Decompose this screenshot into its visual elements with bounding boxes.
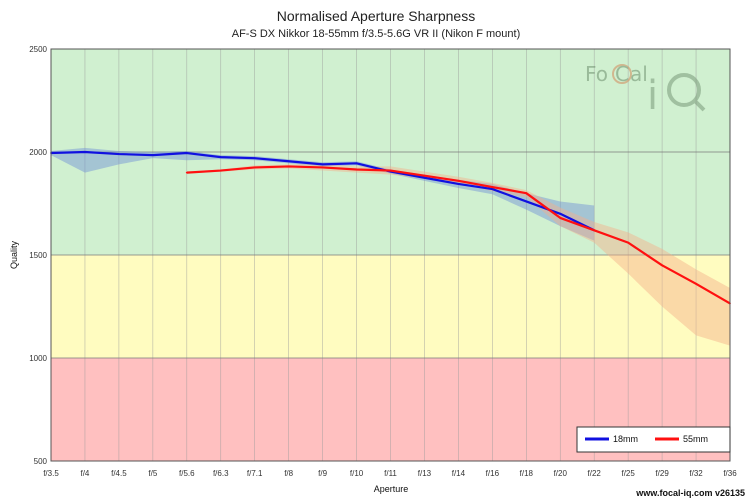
x-tick-label: f/3.5 bbox=[43, 469, 59, 478]
y-tick-label: 1500 bbox=[29, 251, 47, 260]
x-tick-label: f/5 bbox=[148, 469, 157, 478]
x-tick-label: f/9 bbox=[318, 469, 327, 478]
data-point-55mm-f/8 bbox=[287, 165, 290, 168]
data-point-18mm-f/6.3 bbox=[219, 156, 222, 159]
data-point-18mm-f/9 bbox=[321, 163, 324, 166]
data-point-18mm-f/13 bbox=[423, 176, 426, 179]
y-tick-label: 2500 bbox=[29, 45, 47, 54]
data-point-55mm-f/29 bbox=[661, 264, 663, 267]
x-axis-label: Aperture bbox=[374, 484, 409, 494]
x-tick-label: f/7.1 bbox=[247, 469, 263, 478]
data-point-55mm-f/14 bbox=[457, 179, 460, 182]
data-point-18mm-f/18 bbox=[525, 200, 528, 203]
data-point-18mm-f/10 bbox=[355, 162, 358, 165]
logo-magnifier-icon bbox=[667, 73, 701, 107]
chart-subtitle: AF-S DX Nikkor 18-55mm f/3.5-5.6G VR II … bbox=[232, 28, 521, 40]
data-point-55mm-f/18 bbox=[525, 192, 528, 195]
y-tick-label: 2000 bbox=[29, 148, 47, 157]
x-tick-label: f/11 bbox=[384, 469, 397, 478]
plot-frame bbox=[50, 48, 731, 462]
x-tick-label: f/32 bbox=[689, 469, 703, 478]
data-point-55mm-f/7.1 bbox=[253, 166, 256, 169]
logo-text-c: C bbox=[615, 62, 629, 86]
data-point-18mm-f/4.5 bbox=[118, 153, 120, 155]
focal-iq-logo: Fo C al i bbox=[585, 62, 706, 119]
footer-credit: www.focal-iq.com v26135 bbox=[635, 488, 745, 498]
data-point-18mm-f/8 bbox=[287, 160, 290, 163]
x-tick-label: f/25 bbox=[621, 469, 635, 478]
x-tick-label: f/29 bbox=[655, 469, 669, 478]
data-point-18mm-f/5 bbox=[151, 154, 154, 156]
data-point-55mm-f/22 bbox=[593, 229, 596, 232]
data-point-55mm-f/32 bbox=[695, 282, 697, 285]
data-point-55mm-f/5.6 bbox=[185, 171, 188, 174]
data-point-55mm-f/25 bbox=[627, 241, 630, 244]
data-point-55mm-f/9 bbox=[321, 166, 324, 169]
data-point-55mm-f/20 bbox=[559, 217, 562, 219]
logo-ring-icon bbox=[612, 64, 632, 84]
logo-magnifier-handle-icon bbox=[693, 99, 706, 112]
data-point-18mm-f/14 bbox=[457, 183, 460, 185]
x-tick-label: f/22 bbox=[588, 469, 602, 478]
x-tick-label: f/16 bbox=[486, 469, 500, 478]
legend-label-18mm: 18mm bbox=[613, 434, 638, 444]
logo-text-al: al bbox=[630, 62, 648, 86]
data-point-18mm-f/16 bbox=[491, 188, 494, 190]
series-band-55mm bbox=[186, 164, 731, 346]
data-point-55mm-f/16 bbox=[491, 186, 494, 188]
legend: 18mm 55mm bbox=[576, 426, 731, 453]
y-axis-label: Quality bbox=[9, 240, 19, 269]
data-point-18mm-f/5.6 bbox=[185, 152, 188, 154]
x-tick-label: f/18 bbox=[520, 469, 534, 478]
x-tick-labels: f/3.5 f/4 f/4.5 f/5 f/5.6 f/6.3 f/7.1 f/8 f/9 f/1… bbox=[43, 469, 737, 478]
logo-text-i: i bbox=[647, 73, 658, 119]
chart-title: Normalised Aperture Sharpness bbox=[277, 8, 475, 24]
y-tick-label: 1000 bbox=[29, 354, 47, 363]
x-tick-label: f/36 bbox=[723, 469, 737, 478]
x-tick-label: f/4.5 bbox=[111, 469, 127, 478]
data-point-55mm-f/13 bbox=[423, 174, 426, 177]
x-tick-label: f/14 bbox=[452, 469, 466, 478]
legend-label-55mm: 55mm bbox=[683, 434, 708, 444]
y-tick-labels: 500 1000 1500 2000 2500 bbox=[29, 45, 47, 466]
data-point-18mm-f/7.1 bbox=[253, 157, 256, 160]
x-tick-label: f/13 bbox=[418, 469, 432, 478]
x-tick-label: f/20 bbox=[554, 469, 568, 478]
logo-text-fo: Fo bbox=[585, 62, 608, 86]
data-point-18mm-f/20 bbox=[559, 212, 562, 215]
x-tick-label: f/8 bbox=[284, 469, 293, 478]
legend-box bbox=[576, 426, 731, 453]
data-point-55mm-f/6.3 bbox=[219, 169, 222, 172]
x-tick-label: f/5.6 bbox=[179, 469, 195, 478]
y-tick-label: 500 bbox=[34, 457, 48, 466]
data-point-55mm-f/11 bbox=[389, 169, 392, 172]
data-point-55mm-f/10 bbox=[355, 168, 358, 171]
x-tick-label: f/4 bbox=[80, 469, 89, 478]
data-point-18mm-f/4 bbox=[84, 151, 86, 153]
x-tick-label: f/6.3 bbox=[213, 469, 229, 478]
x-tick-label: f/10 bbox=[350, 469, 364, 478]
